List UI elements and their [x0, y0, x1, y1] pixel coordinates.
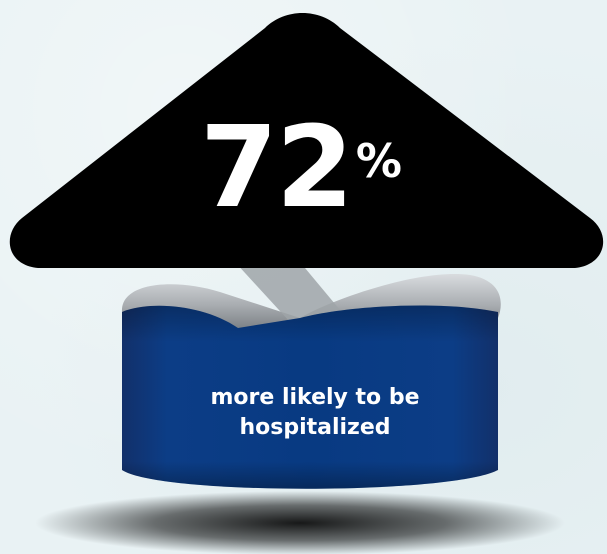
- stat-value: 72 %: [200, 112, 430, 242]
- caption-text: more likely to be hospitalized: [210, 385, 420, 440]
- percent-sign: %: [355, 134, 402, 188]
- arrow-head: [9, 13, 604, 268]
- stat-number: 72: [200, 103, 354, 233]
- ground-shadow: [35, 491, 565, 554]
- gray-strip: [235, 262, 350, 322]
- blue-band-shade: [122, 305, 498, 489]
